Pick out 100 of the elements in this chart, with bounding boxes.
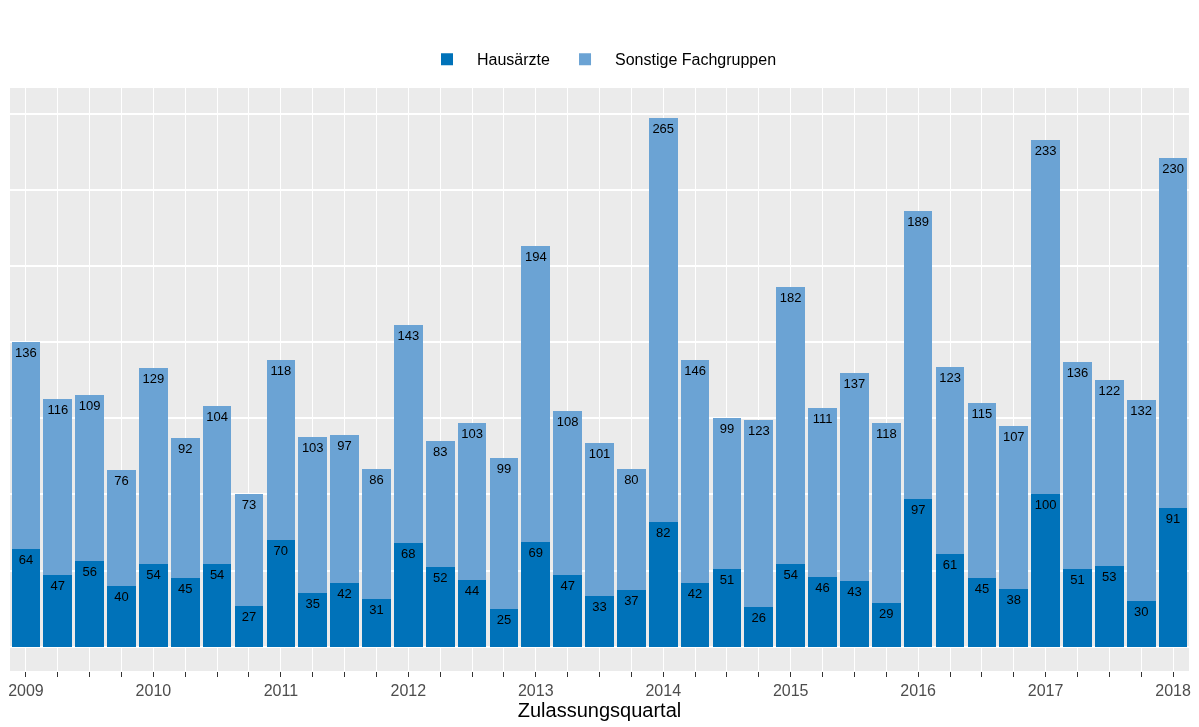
- bar: [298, 593, 328, 647]
- data-label: 194: [524, 249, 547, 265]
- bar: [43, 398, 73, 576]
- data-label: 53: [1102, 568, 1117, 584]
- bar: [648, 521, 678, 647]
- bar: [617, 468, 646, 591]
- bar: [1031, 494, 1060, 647]
- data-label: 116: [47, 401, 69, 417]
- bar: [107, 585, 136, 647]
- x-tick-label: 2015: [772, 682, 809, 700]
- x-tick-label: 2017: [1027, 682, 1064, 700]
- bar: [967, 403, 997, 579]
- data-label: 61: [942, 556, 958, 572]
- bar: [393, 543, 423, 647]
- x-tick-label: 2012: [390, 682, 427, 700]
- bar: [202, 564, 232, 647]
- bar: [840, 372, 869, 582]
- data-label: 101: [588, 445, 611, 461]
- data-label: 46: [815, 579, 830, 595]
- data-label: 26: [751, 610, 767, 626]
- bar: [234, 605, 264, 647]
- data-label: 29: [879, 605, 894, 621]
- data-label: 45: [178, 581, 193, 597]
- bar: [935, 553, 965, 647]
- bar: [1063, 361, 1092, 570]
- legend-label: Hausärzte: [477, 51, 551, 69]
- bar: [489, 457, 519, 609]
- legend-label: Sonstige Fachgruppen: [615, 51, 777, 69]
- data-label: 51: [1070, 572, 1085, 588]
- bar: [903, 498, 933, 647]
- bar: [871, 602, 901, 647]
- data-label: 189: [907, 214, 929, 230]
- data-label: 99: [719, 421, 735, 437]
- bar: [840, 581, 869, 647]
- bar: [808, 407, 837, 577]
- data-label: 265: [652, 121, 675, 137]
- data-label: 97: [910, 501, 926, 517]
- data-label: 42: [687, 585, 703, 601]
- bar: [1126, 400, 1156, 601]
- x-tick-label: 2013: [517, 682, 554, 700]
- data-label: 44: [464, 582, 480, 598]
- bar: [648, 118, 678, 522]
- data-label: 54: [783, 567, 798, 583]
- bar: [553, 575, 582, 647]
- bar: [521, 246, 551, 542]
- data-label: 136: [15, 345, 37, 361]
- data-label: 27: [241, 608, 257, 624]
- bar: [776, 564, 806, 647]
- data-label: 103: [461, 425, 483, 441]
- bar: [139, 564, 168, 647]
- data-label: 56: [82, 564, 97, 580]
- data-label: 111: [812, 410, 833, 426]
- bar: [11, 342, 41, 550]
- data-label: 118: [875, 425, 897, 441]
- bar: [1095, 565, 1124, 647]
- x-tick-label: 2016: [900, 682, 937, 700]
- data-label: 76: [114, 473, 129, 489]
- data-label: 182: [779, 290, 802, 306]
- bar: [999, 425, 1029, 589]
- bar: [202, 406, 232, 565]
- bar: [107, 470, 136, 586]
- data-label: 118: [270, 363, 292, 379]
- data-label: 129: [142, 371, 165, 387]
- bar: [999, 588, 1029, 647]
- data-label: 54: [209, 567, 225, 583]
- data-label: 69: [528, 544, 543, 560]
- bar: [11, 549, 41, 647]
- data-label: 92: [178, 441, 193, 457]
- data-label: 115: [971, 406, 993, 422]
- bar: [712, 569, 742, 647]
- bar: [808, 576, 837, 647]
- bar: [617, 590, 646, 647]
- bar: [457, 422, 487, 580]
- data-label: 91: [1165, 511, 1181, 527]
- data-label: 40: [114, 588, 129, 604]
- bar: [170, 438, 200, 579]
- bar: [553, 410, 582, 576]
- bar: [75, 561, 104, 647]
- data-label: 233: [1034, 142, 1057, 158]
- data-label: 68: [401, 546, 416, 562]
- bar: [43, 575, 73, 647]
- bar: [75, 395, 104, 562]
- bar: [139, 368, 168, 565]
- data-label: 230: [1162, 161, 1184, 177]
- bar: [1158, 158, 1188, 509]
- data-label: 123: [939, 369, 961, 385]
- x-tick-label: 2014: [645, 682, 682, 700]
- bar: [234, 494, 264, 606]
- data-label: 33: [592, 599, 607, 615]
- data-label: 103: [301, 439, 324, 455]
- data-label: 45: [974, 581, 990, 597]
- bar: [298, 436, 328, 594]
- data-label: 86: [369, 471, 384, 487]
- bar: [266, 540, 296, 647]
- bar: [330, 582, 359, 647]
- data-label: 97: [337, 438, 352, 454]
- bar: [744, 419, 774, 608]
- data-label: 100: [1034, 497, 1057, 513]
- x-axis-title: Zulassungsquartal: [517, 699, 682, 722]
- data-label: 51: [719, 572, 735, 588]
